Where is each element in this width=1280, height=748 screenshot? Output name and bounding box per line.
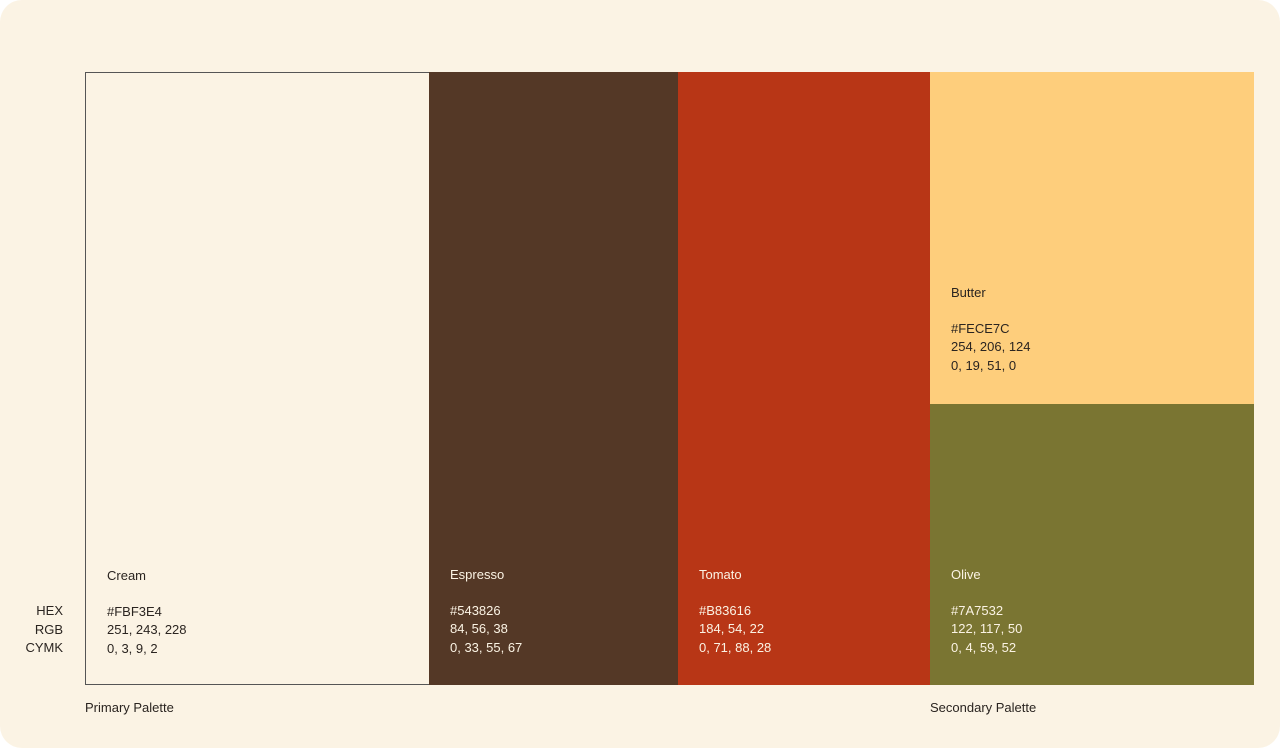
swatch-name: Espresso — [450, 567, 505, 582]
swatch-info: Butter #FECE7C 254, 206, 124 0, 19, 51, 0 — [951, 284, 1031, 375]
rgb-value: 251, 243, 228 — [107, 622, 187, 637]
swatch: Olive #7A7532 122, 117, 50 0, 4, 59, 52 — [930, 404, 1254, 685]
swatch-info: Olive #7A7532 122, 117, 50 0, 4, 59, 52 — [951, 566, 1022, 657]
rgb-value: 184, 54, 22 — [699, 621, 765, 636]
swatch-info: Tomato #B83616 184, 54, 22 0, 71, 88, 28 — [699, 566, 771, 657]
palette-label: Primary Palette — [85, 700, 174, 715]
swatch-name: Cream — [107, 568, 147, 583]
swatch: Butter #FECE7C 254, 206, 124 0, 19, 51, 0 — [930, 72, 1254, 404]
rgb-value: 84, 56, 38 — [450, 621, 508, 636]
cmyk-value: 0, 4, 59, 52 — [951, 639, 1017, 655]
swatch: Tomato #B83616 184, 54, 22 0, 71, 88, 28 — [678, 72, 931, 685]
hex-value: #B83616 — [699, 602, 752, 618]
cmyk-value: 0, 71, 88, 28 — [699, 639, 772, 655]
palette-label: Secondary Palette — [930, 700, 1037, 715]
swatch-name: Tomato — [699, 567, 742, 582]
rgb-value: 254, 206, 124 — [951, 339, 1031, 354]
swatch: Espresso #543826 84, 56, 38 0, 33, 55, 67 — [429, 72, 679, 685]
row-label: CYMK — [25, 640, 63, 655]
swatch: Cream #FBF3E4 251, 243, 228 0, 3, 9, 2 — [85, 72, 430, 685]
rgb-value: 122, 117, 50 — [951, 621, 1023, 636]
swatch-name: Olive — [951, 567, 981, 582]
swatch-info: Espresso #543826 84, 56, 38 0, 33, 55, 67 — [450, 566, 522, 657]
row-label: HEX — [36, 603, 63, 618]
hex-value: #FECE7C — [951, 320, 1010, 336]
swatch-info: Cream #FBF3E4 251, 243, 228 0, 3, 9, 2 — [107, 567, 187, 658]
row-label: RGB — [34, 622, 63, 637]
cmyk-value: 0, 3, 9, 2 — [107, 640, 158, 656]
hex-value: #FBF3E4 — [107, 603, 162, 619]
cmyk-value: 0, 33, 55, 67 — [450, 639, 523, 655]
hex-value: #543826 — [450, 602, 501, 618]
swatch-name: Butter — [951, 285, 986, 300]
cmyk-value: 0, 19, 51, 0 — [951, 357, 1017, 373]
hex-value: #7A7532 — [951, 602, 1004, 618]
